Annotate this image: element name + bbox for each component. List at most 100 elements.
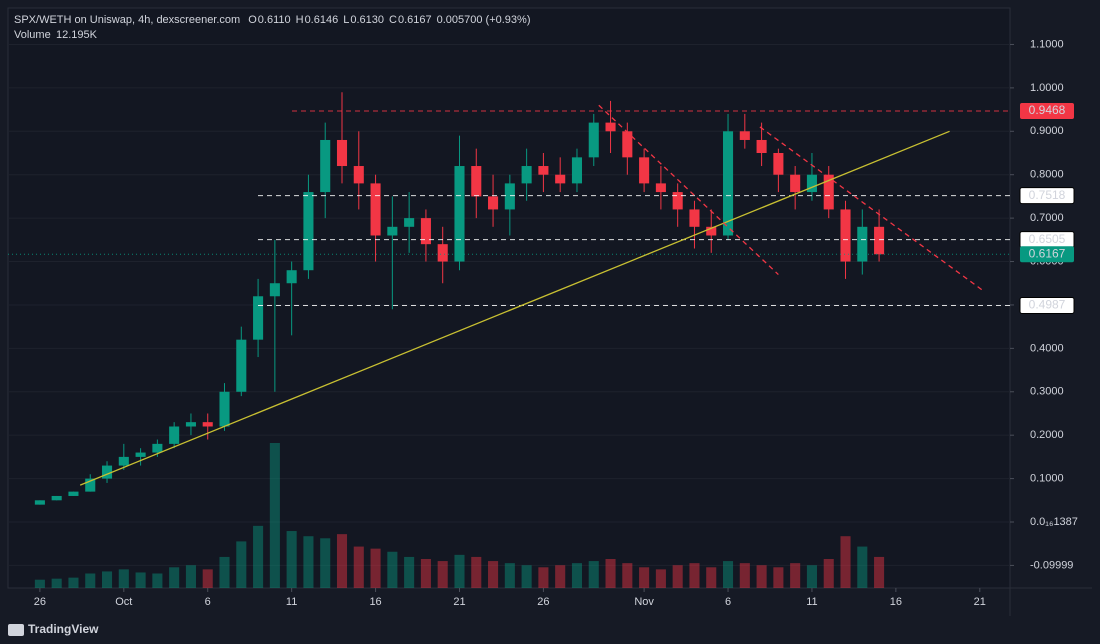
x-tick-label: 11	[806, 596, 817, 608]
candle-body	[639, 157, 650, 184]
volume-bar	[320, 538, 331, 588]
volume-bar	[303, 536, 314, 588]
volume-bar	[605, 559, 616, 588]
x-tick-label: 6	[205, 596, 211, 608]
candle-body	[303, 192, 314, 271]
y-tick-label: 0.0₁₆1387	[1030, 516, 1078, 528]
volume-bar	[874, 556, 885, 588]
volume-bar	[370, 548, 381, 588]
volume-bar	[51, 578, 62, 588]
candle-body	[857, 226, 868, 262]
volume-bar	[488, 561, 499, 588]
candle-body	[706, 226, 717, 236]
trendline	[759, 126, 986, 293]
volume-bar	[555, 565, 566, 588]
volume-bar	[756, 565, 767, 588]
candle-body	[555, 174, 566, 184]
volume-bar	[219, 556, 230, 588]
y-tick-label: 0.7000	[1030, 212, 1064, 224]
x-tick-label: 26	[537, 596, 549, 608]
trendline	[79, 130, 950, 486]
candle-body	[454, 166, 465, 262]
candle-body	[823, 174, 834, 210]
ohlc-value: 0.6110	[258, 14, 291, 26]
candle-body	[169, 426, 180, 444]
candle-body	[655, 183, 666, 193]
volume-bar	[739, 563, 750, 588]
candle-body	[353, 166, 364, 184]
volume-bar	[185, 565, 196, 588]
change: 0.005700 (+0.93%)	[437, 14, 531, 26]
candle-body	[437, 244, 448, 262]
candle-body	[101, 465, 113, 479]
volume-bar	[622, 563, 633, 588]
volume-key: Volume	[14, 29, 51, 41]
volume-bar	[169, 567, 180, 588]
candle-body	[85, 478, 96, 492]
volume-bar	[135, 572, 146, 588]
candle-body	[874, 226, 885, 255]
candle-body	[253, 296, 264, 340]
x-tick-label: 26	[34, 596, 46, 608]
x-tick-label: 11	[286, 596, 297, 608]
x-tick-label: Nov	[634, 596, 654, 608]
candle-body	[135, 452, 146, 457]
ohlc-key: O	[248, 14, 257, 26]
candle-body	[739, 131, 750, 140]
x-tick-label: Oct	[115, 596, 132, 608]
x-tick-label: 16	[369, 596, 381, 608]
price-tag-label: 0.6505	[1029, 232, 1066, 246]
volume-bar	[840, 536, 851, 588]
ohlc-value: 0.6167	[398, 14, 432, 26]
volume-bar	[672, 565, 683, 588]
y-tick-label: 0.8000	[1030, 169, 1064, 181]
volume-bar	[85, 573, 96, 588]
brand-icon	[8, 624, 24, 636]
volume-bar	[286, 531, 297, 588]
ohlc-key: L	[343, 14, 349, 26]
candle-body	[118, 456, 129, 466]
ohlc-key: C	[389, 14, 397, 26]
x-tick-label: 16	[890, 596, 902, 608]
volume-bar	[236, 541, 247, 588]
volume-bar	[471, 556, 482, 588]
candle-body	[387, 226, 398, 236]
price-tag	[1020, 102, 1074, 119]
candle-body	[202, 422, 213, 427]
volume-bar	[101, 571, 113, 588]
candle-body	[471, 166, 482, 197]
candle-body	[722, 131, 734, 236]
volume-bar	[722, 561, 734, 588]
candle-body	[51, 495, 62, 501]
volume-bar	[420, 559, 431, 588]
volume-bar	[504, 563, 515, 588]
candle-body	[320, 139, 331, 193]
candle-body	[236, 339, 247, 392]
candle-body	[773, 153, 784, 175]
candle-body	[538, 166, 549, 175]
volume-bar	[336, 534, 348, 588]
candle-body	[420, 218, 431, 245]
candle-body	[605, 122, 616, 132]
volume-bar	[538, 567, 549, 588]
volume-bar	[152, 573, 163, 588]
price-tag-label: 0.7518	[1029, 188, 1066, 202]
y-tick-label: 0.3000	[1030, 386, 1064, 398]
price-tag	[1019, 187, 1075, 205]
candle-body	[672, 192, 683, 210]
x-tick-label: 21	[453, 596, 465, 608]
ohlc-value: 0.6130	[350, 14, 384, 26]
brand: TradingView	[8, 622, 99, 636]
ohlc-value: 0.6146	[305, 14, 339, 26]
volume-bar	[387, 551, 398, 588]
candle-body	[622, 131, 633, 158]
candle-body	[219, 391, 230, 427]
candle-body	[68, 491, 79, 496]
title: SPX/WETH on Uniswap, 4h, dexscreener.com	[14, 14, 240, 26]
volume-bar	[706, 567, 717, 588]
candle-body	[185, 422, 196, 427]
y-tick-label: 1.0000	[1030, 82, 1064, 94]
volume-bar	[689, 563, 700, 588]
header: SPX/WETH on Uniswap, 4h, dexscreener.com…	[14, 14, 531, 41]
